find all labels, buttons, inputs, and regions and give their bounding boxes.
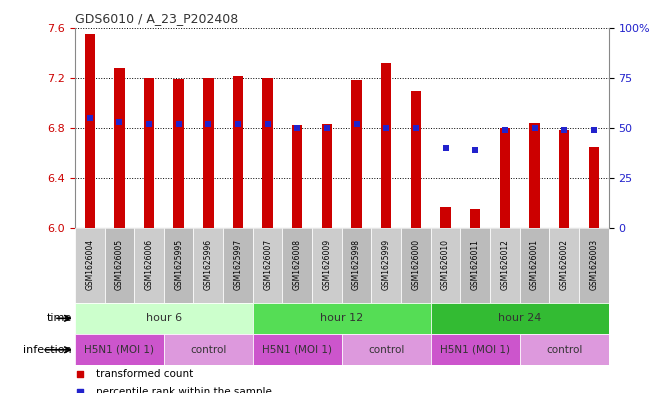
Text: hour 12: hour 12 <box>320 313 363 323</box>
Text: GSM1626003: GSM1626003 <box>589 239 598 290</box>
Text: time: time <box>46 313 72 323</box>
Text: control: control <box>368 345 404 355</box>
Text: control: control <box>190 345 227 355</box>
Point <box>529 125 540 131</box>
Bar <box>490 228 519 303</box>
Point <box>322 125 332 131</box>
Bar <box>529 123 540 228</box>
Text: GSM1625998: GSM1625998 <box>352 239 361 290</box>
Text: GSM1626000: GSM1626000 <box>411 239 421 290</box>
Bar <box>164 334 253 365</box>
Bar <box>342 228 372 303</box>
Text: transformed count: transformed count <box>96 369 193 379</box>
Text: GSM1625996: GSM1625996 <box>204 239 213 290</box>
Text: percentile rank within the sample: percentile rank within the sample <box>96 387 272 393</box>
Bar <box>372 228 401 303</box>
Bar <box>253 303 431 334</box>
Text: GSM1626004: GSM1626004 <box>85 239 94 290</box>
Text: H5N1 (MOI 1): H5N1 (MOI 1) <box>85 345 154 355</box>
Bar <box>342 334 431 365</box>
Point <box>500 127 510 133</box>
Text: GSM1626002: GSM1626002 <box>560 239 569 290</box>
Text: GSM1625997: GSM1625997 <box>234 239 242 290</box>
Bar <box>549 228 579 303</box>
Bar <box>500 128 510 228</box>
Point <box>411 125 421 131</box>
Bar <box>114 68 124 228</box>
Text: GSM1625999: GSM1625999 <box>381 239 391 290</box>
Text: GSM1626001: GSM1626001 <box>530 239 539 290</box>
Text: infection: infection <box>23 345 72 355</box>
Bar <box>75 228 105 303</box>
Bar <box>75 303 253 334</box>
Text: GSM1626005: GSM1626005 <box>115 239 124 290</box>
Point <box>173 121 184 127</box>
Bar <box>352 80 362 228</box>
Point <box>470 147 480 153</box>
Bar <box>440 207 450 228</box>
Bar <box>75 334 164 365</box>
Bar <box>203 78 214 228</box>
Bar <box>381 62 391 228</box>
Point <box>381 125 391 131</box>
Point <box>262 121 273 127</box>
Text: GSM1626009: GSM1626009 <box>322 239 331 290</box>
Point <box>144 121 154 127</box>
Bar <box>589 147 599 228</box>
Point <box>233 121 243 127</box>
Point <box>292 125 303 131</box>
Bar <box>193 228 223 303</box>
Text: GDS6010 / A_23_P202408: GDS6010 / A_23_P202408 <box>75 12 238 25</box>
Bar <box>233 76 243 228</box>
Text: GSM1625995: GSM1625995 <box>174 239 183 290</box>
Text: GSM1626012: GSM1626012 <box>501 239 509 290</box>
Bar <box>253 228 283 303</box>
Bar <box>134 228 164 303</box>
Bar <box>312 228 342 303</box>
Point <box>589 127 599 133</box>
Text: GSM1626011: GSM1626011 <box>471 239 480 290</box>
Bar <box>144 78 154 228</box>
Bar <box>460 228 490 303</box>
Bar <box>411 92 421 228</box>
Point <box>352 121 362 127</box>
Text: H5N1 (MOI 1): H5N1 (MOI 1) <box>440 345 510 355</box>
Bar <box>292 125 303 228</box>
Bar <box>519 228 549 303</box>
Bar <box>519 334 609 365</box>
Bar <box>253 334 342 365</box>
Text: control: control <box>546 345 583 355</box>
Text: GSM1626006: GSM1626006 <box>145 239 154 290</box>
Bar <box>431 303 609 334</box>
Text: GSM1626010: GSM1626010 <box>441 239 450 290</box>
Text: hour 24: hour 24 <box>498 313 542 323</box>
Point <box>440 145 450 151</box>
Point <box>75 389 85 393</box>
Bar <box>559 130 570 228</box>
Text: hour 6: hour 6 <box>146 313 182 323</box>
Bar <box>431 228 460 303</box>
Bar <box>105 228 134 303</box>
Bar <box>85 34 95 228</box>
Bar <box>579 228 609 303</box>
Point <box>559 127 570 133</box>
Bar <box>431 334 519 365</box>
Bar <box>164 228 193 303</box>
Text: GSM1626008: GSM1626008 <box>293 239 302 290</box>
Text: GSM1626007: GSM1626007 <box>263 239 272 290</box>
Bar <box>401 228 431 303</box>
Point <box>114 119 124 125</box>
Point <box>85 115 95 121</box>
Point <box>203 121 214 127</box>
Bar <box>173 79 184 228</box>
Bar <box>223 228 253 303</box>
Bar <box>470 209 480 228</box>
Text: H5N1 (MOI 1): H5N1 (MOI 1) <box>262 345 332 355</box>
Bar <box>283 228 312 303</box>
Bar <box>262 78 273 228</box>
Bar <box>322 124 332 228</box>
Point <box>75 371 85 377</box>
